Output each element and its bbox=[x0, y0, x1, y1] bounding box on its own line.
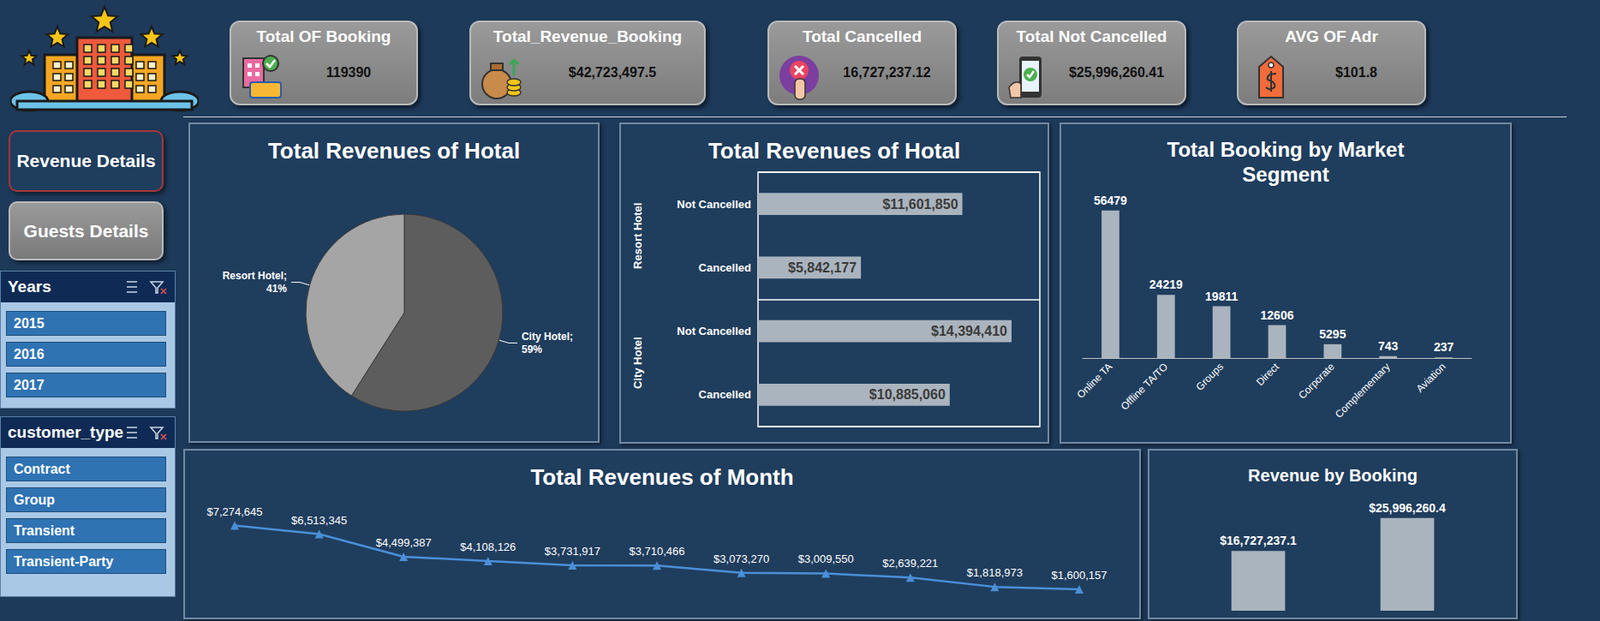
html-text:AVG OF Adr: AVG OF Adr bbox=[1284, 27, 1379, 46]
html-text:$42,723,497.5: $42,723,497.5 bbox=[568, 65, 657, 80]
svg-text:$4,108,126: $4,108,126 bbox=[459, 540, 516, 554]
svg-text:Complementary: Complementary bbox=[1332, 360, 1393, 421]
svg-text:$25,996,260.4: $25,996,260.4 bbox=[1368, 501, 1446, 515]
html-text:Total OF Booking: Total OF Booking bbox=[256, 27, 392, 46]
svg-text:$1,600,157: $1,600,157 bbox=[1050, 568, 1107, 582]
svg-text:5295: 5295 bbox=[1319, 327, 1346, 341]
svg-text:Total Revenues of Hotal: Total Revenues of Hotal bbox=[708, 137, 961, 164]
html-text:$25,996,260.41: $25,996,260.41 bbox=[1068, 65, 1165, 80]
svg-text:Cancelled: Cancelled bbox=[698, 261, 752, 275]
svg-text:Direct: Direct bbox=[1253, 360, 1283, 389]
svg-text:24219: 24219 bbox=[1149, 277, 1183, 292]
svg-text:Not Cancelled: Not Cancelled bbox=[676, 197, 752, 211]
html-text:Transient-Party: Transient-Party bbox=[13, 554, 114, 569]
svg-text:Online TA: Online TA bbox=[1074, 360, 1116, 401]
html-text:2017: 2017 bbox=[13, 377, 45, 393]
svg-text:$7,274,645: $7,274,645 bbox=[206, 505, 263, 519]
html-text:Guests Details: Guests Details bbox=[23, 220, 149, 241]
svg-text:Resort Hotel;: Resort Hotel; bbox=[222, 269, 287, 282]
svg-text:$2,639,221: $2,639,221 bbox=[882, 556, 938, 570]
html-text:$101.8: $101.8 bbox=[1335, 65, 1378, 80]
html-text:Revenue Details: Revenue Details bbox=[16, 150, 156, 171]
svg-text:$3,710,466: $3,710,466 bbox=[628, 544, 685, 558]
svg-text:743: 743 bbox=[1378, 339, 1399, 353]
svg-text:Revenue by Booking: Revenue by Booking bbox=[1247, 465, 1418, 485]
svg-text:Total Booking by Market: Total Booking by Market bbox=[1167, 137, 1405, 162]
svg-text:$3,073,270: $3,073,270 bbox=[713, 552, 770, 566]
html-text:Contract: Contract bbox=[13, 461, 71, 477]
html-text:Total_Revenue_Booking: Total_Revenue_Booking bbox=[493, 27, 682, 46]
html-text:Years: Years bbox=[7, 277, 52, 296]
svg-text:Aviation: Aviation bbox=[1414, 360, 1449, 395]
svg-text:Not Cancelled: Not Cancelled bbox=[676, 324, 752, 338]
html-text:customer_type: customer_type bbox=[7, 423, 124, 442]
html-text:Group: Group bbox=[13, 492, 55, 508]
svg-text:$3,731,917: $3,731,917 bbox=[544, 544, 601, 558]
html-text:2016: 2016 bbox=[13, 346, 45, 362]
svg-text:Resort Hotel: Resort Hotel bbox=[631, 202, 645, 269]
svg-text:$6,513,345: $6,513,345 bbox=[291, 513, 347, 527]
svg-text:237: 237 bbox=[1433, 340, 1455, 354]
html-text:16,727,237.12: 16,727,237.12 bbox=[843, 65, 931, 80]
html-text:119390: 119390 bbox=[326, 65, 372, 80]
svg-text:City Hotel: City Hotel bbox=[631, 336, 645, 389]
svg-text:59%: 59% bbox=[521, 343, 543, 356]
svg-text:City Hotel;: City Hotel; bbox=[521, 330, 574, 343]
svg-text:$5,842,177: $5,842,177 bbox=[788, 260, 857, 275]
html-text:Total Cancelled: Total Cancelled bbox=[802, 27, 922, 46]
svg-text:12606: 12606 bbox=[1260, 308, 1295, 323]
svg-text:$10,885,060: $10,885,060 bbox=[869, 387, 946, 402]
svg-text:Total Revenues of Hotal: Total Revenues of Hotal bbox=[268, 137, 520, 164]
svg-text:$3,009,550: $3,009,550 bbox=[798, 552, 854, 566]
svg-text:Segment: Segment bbox=[1241, 162, 1329, 186]
svg-text:56479: 56479 bbox=[1093, 193, 1128, 208]
svg-text:Offline TA/TO: Offline TA/TO bbox=[1118, 360, 1171, 413]
svg-text:$4,499,387: $4,499,387 bbox=[376, 536, 432, 550]
svg-text:19811: 19811 bbox=[1205, 289, 1238, 304]
svg-text:$16,727,237.1: $16,727,237.1 bbox=[1219, 533, 1297, 548]
svg-text:$14,394,410: $14,394,410 bbox=[931, 323, 1008, 339]
svg-text:41%: 41% bbox=[266, 282, 287, 295]
svg-text:Total Revenues of Month: Total Revenues of Month bbox=[530, 464, 794, 490]
svg-text:Cancelled: Cancelled bbox=[698, 388, 752, 401]
svg-text:Corporate: Corporate bbox=[1295, 360, 1338, 402]
html-text:Transient: Transient bbox=[13, 523, 75, 538]
html-text:2015: 2015 bbox=[13, 316, 45, 331]
svg-text:$11,601,850: $11,601,850 bbox=[882, 197, 958, 212]
svg-text:$1,818,973: $1,818,973 bbox=[967, 566, 1023, 580]
svg-text:Groups: Groups bbox=[1193, 360, 1226, 394]
html-text:Total Not Cancelled: Total Not Cancelled bbox=[1016, 27, 1168, 46]
